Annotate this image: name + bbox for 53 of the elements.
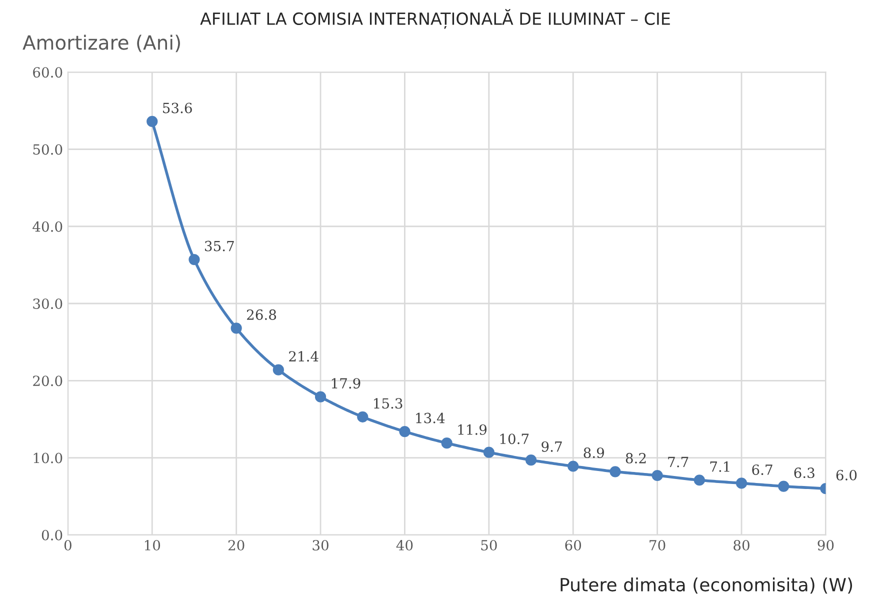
point — [314, 391, 326, 402]
point — [610, 466, 621, 478]
x-tick-label: 10 — [144, 540, 160, 550]
y-tick-label: 40.0 — [32, 221, 62, 232]
x-tick-label: 20 — [228, 540, 244, 550]
point — [188, 254, 200, 266]
point — [399, 426, 410, 438]
x-tick-label: 70 — [650, 540, 666, 550]
y-axis-title: Amortizare (Ani) — [22, 34, 180, 52]
data-label: 6.0 — [836, 470, 857, 480]
point — [483, 446, 494, 458]
point — [230, 322, 242, 334]
point — [652, 470, 663, 482]
point — [778, 480, 790, 492]
data-label: 9.7 — [542, 441, 562, 452]
data-label: 8.9 — [584, 447, 604, 458]
point — [568, 460, 579, 472]
x-tick-label: 0 — [64, 540, 72, 550]
data-label: 15.3 — [374, 398, 402, 409]
x-tick-label: 50 — [481, 540, 497, 550]
y-tick-label: 20.0 — [33, 376, 62, 386]
point — [736, 478, 748, 489]
y-tick-label: 30.0 — [33, 298, 62, 309]
data-label: 6.7 — [752, 464, 772, 475]
x-tick-label: 90 — [818, 540, 834, 550]
data-label: 17.9 — [332, 378, 360, 389]
data-label: 10.7 — [500, 434, 529, 444]
x-axis-title: Putere dimata (economisita) (W) — [560, 578, 852, 594]
x-tick-label: 40 — [396, 540, 413, 550]
data-label: 13.4 — [416, 412, 445, 424]
y-tick-label: 60.0 — [33, 67, 62, 78]
data-label: 26.8 — [246, 309, 276, 320]
point — [441, 438, 452, 449]
point — [272, 364, 284, 376]
data-label: 8.2 — [626, 452, 646, 464]
y-tick-label: 10.0 — [34, 452, 62, 464]
data-label: 7.1 — [710, 461, 730, 472]
point — [146, 116, 158, 128]
x-tick-label: 60 — [565, 540, 582, 550]
data-label: 35.7 — [205, 240, 234, 252]
x-tick-label: 30 — [312, 540, 328, 550]
point — [357, 411, 368, 422]
point — [694, 474, 705, 486]
data-label: 11.9 — [458, 424, 487, 435]
x-tick-label: 80 — [734, 540, 750, 550]
data-label: 53.6 — [163, 102, 192, 114]
point — [525, 454, 537, 466]
y-tick-label: 50.0 — [33, 144, 62, 155]
text: AFILIAT LA COMISIA INTERNAȚIONALĂ DE ILUMINAT – CIE — [200, 9, 670, 29]
y-tick-label: 0.0 — [42, 530, 62, 540]
data-label: 7.7 — [668, 456, 688, 468]
data-label: 21.4 — [289, 351, 318, 362]
data-label: 6.3 — [794, 468, 814, 478]
